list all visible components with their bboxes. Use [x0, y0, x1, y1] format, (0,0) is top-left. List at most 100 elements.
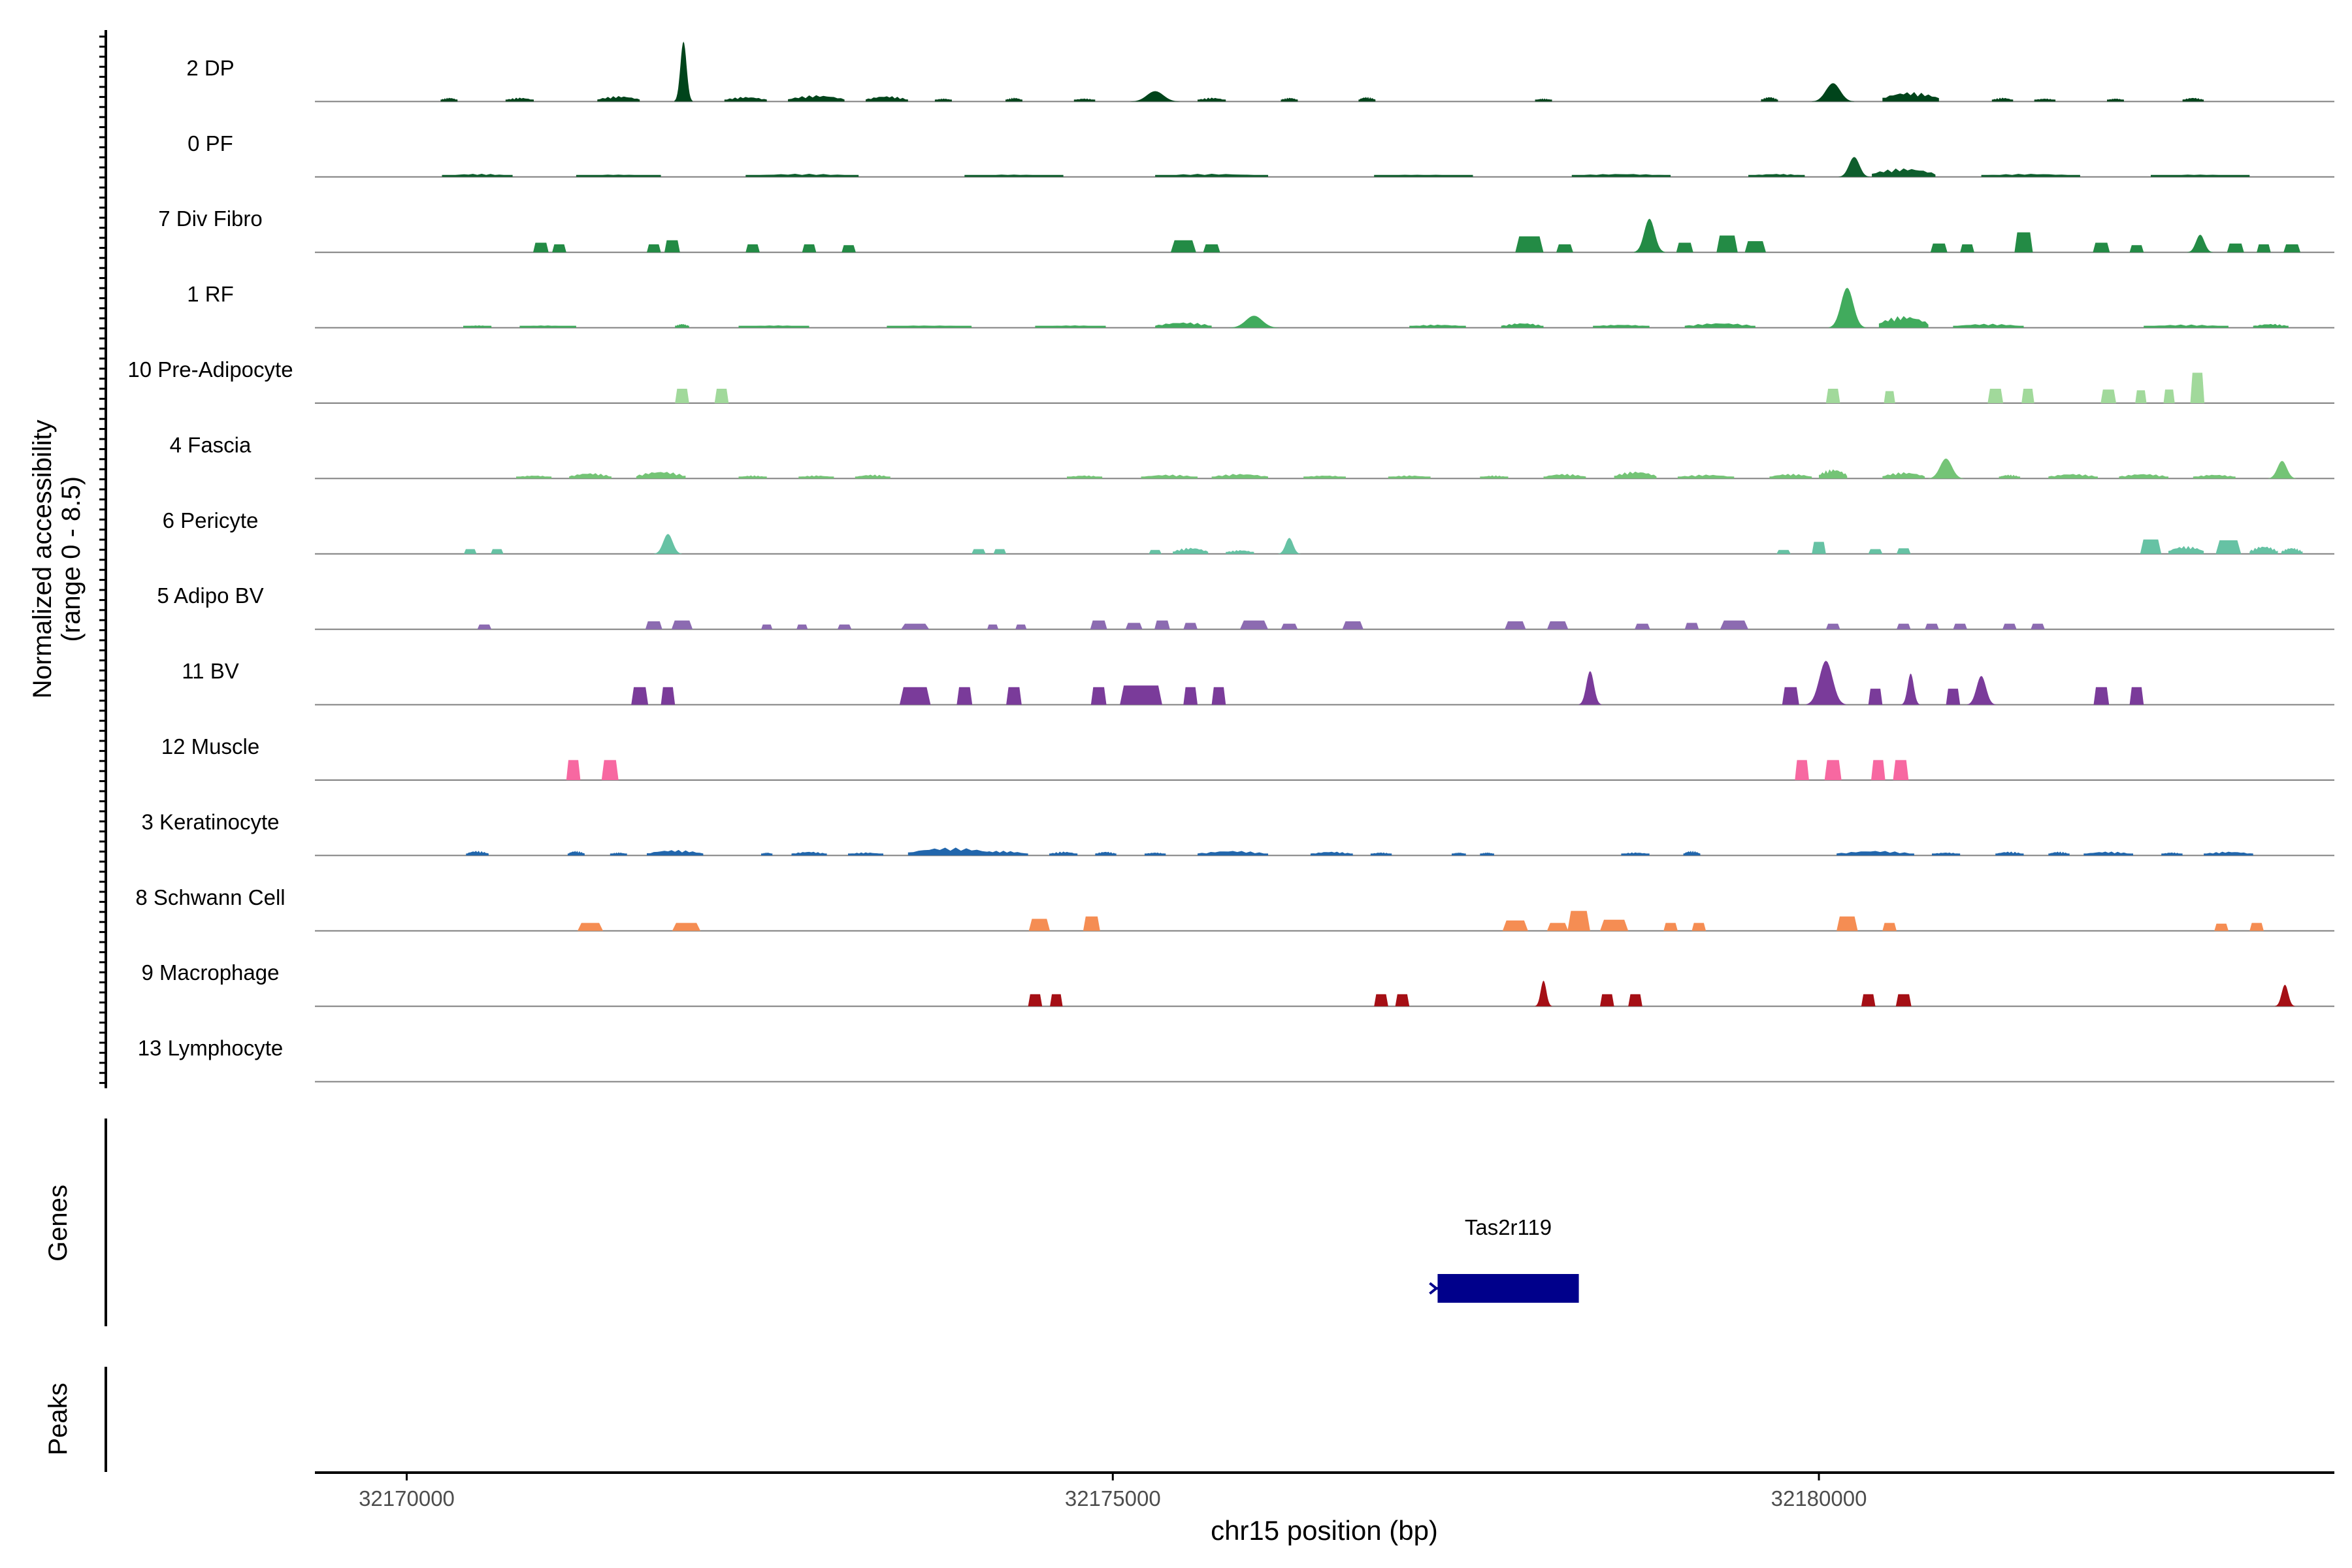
track-13-lymphocyte: 13 Lymphocyte — [138, 1036, 2334, 1083]
coverage-peak — [1837, 851, 1914, 856]
track-label: 12 Muscle — [161, 734, 259, 759]
genes-label: Genes — [44, 1184, 73, 1262]
y-axis-label-range: (range 0 - 8.5) — [57, 476, 86, 642]
coverage-peak — [2048, 474, 2098, 479]
track-label: 3 Keratinocyte — [142, 809, 280, 834]
coverage-peak — [738, 325, 809, 328]
track-2-dp: 2 DP — [186, 41, 2334, 103]
track-label: 5 Adipo BV — [157, 583, 263, 608]
peaks-panel: Peaks — [44, 1367, 107, 1472]
coverage-peak — [1310, 851, 1353, 856]
coverage-peak — [2204, 851, 2253, 856]
coverage-peak — [2100, 389, 2116, 403]
track-label: 0 PF — [188, 131, 233, 155]
coverage-peak — [1946, 689, 1961, 705]
coverage-peak — [1825, 623, 1840, 630]
coverage-peak — [1593, 325, 1650, 328]
coverage-peak — [1893, 760, 1909, 780]
coverage-peak — [972, 549, 986, 554]
coverage-peak — [1203, 244, 1220, 253]
track-6-pericyte: 6 Pericyte — [163, 508, 2334, 555]
coverage-peak — [2283, 244, 2301, 253]
coverage-peak — [1229, 316, 1279, 328]
coverage-peak — [1388, 475, 1431, 479]
coverage-peak — [848, 852, 883, 856]
coverage-peak — [798, 475, 834, 479]
coverage-peak — [647, 849, 704, 856]
coverage-peak — [1578, 671, 1602, 705]
coverage-peak — [1015, 624, 1027, 630]
coverage-peak — [1374, 994, 1388, 1007]
coverage-peak — [1125, 623, 1143, 630]
x-tick-label: 32180000 — [1771, 1486, 1867, 1511]
coverage-peak — [1663, 923, 1678, 931]
coverage-peak — [1358, 97, 1376, 102]
coverage-peak — [887, 325, 972, 328]
coverage-peak — [2129, 687, 2144, 705]
coverage-peak — [2257, 244, 2271, 253]
coverage-peak — [901, 623, 930, 630]
coverage-peak — [1149, 549, 1162, 554]
coverage-peak — [1884, 391, 1895, 403]
coverage-peak — [1633, 218, 1665, 253]
coverage-peak — [1183, 623, 1198, 630]
coverage-peak — [1614, 471, 1657, 479]
coverage-peak — [841, 245, 856, 253]
coverage-peak — [2119, 474, 2168, 479]
coverage-peak — [1930, 243, 1948, 253]
coverage-peak — [1006, 687, 1022, 705]
coverage-peak — [2083, 851, 2133, 856]
coverage-peak — [671, 620, 693, 630]
track-8-schwann-cell: 8 Schwann Cell — [135, 885, 2334, 932]
coverage-peak — [601, 760, 619, 780]
track-10-pre-adipocyte: 10 Pre-Adipocyte — [127, 357, 2334, 404]
coverage-peak — [1144, 852, 1166, 856]
x-tick-label: 32175000 — [1065, 1486, 1161, 1511]
coverage-peak — [1028, 994, 1043, 1007]
coverage-peak — [1901, 673, 1920, 705]
coverage-peak — [1829, 287, 1866, 328]
coverage-peak — [653, 534, 682, 554]
coverage-peak — [2093, 687, 2110, 705]
coverage-peak — [2093, 242, 2110, 253]
coverage-peak — [1621, 852, 1650, 856]
coverage-peak — [1825, 389, 1840, 403]
coverage-peak — [1505, 621, 1526, 630]
coverage-peak — [578, 923, 603, 931]
coverage-peak — [791, 851, 827, 856]
gene-label: Tas2r119 — [1465, 1215, 1552, 1239]
coverage-peak — [2107, 99, 2124, 102]
coverage-peak — [1050, 994, 1063, 1007]
coverage-peak — [1861, 994, 1876, 1007]
track-4-fascia: 4 Fascia — [170, 433, 2334, 480]
coverage-peak — [1676, 242, 1693, 253]
track-label: 13 Lymphocyte — [138, 1036, 284, 1060]
coverage-peak — [675, 324, 689, 328]
coverage-peak — [1303, 476, 1346, 479]
coverage-peak — [1090, 620, 1107, 630]
coverage-peak — [1776, 549, 1791, 554]
coverage-peak — [1812, 542, 1826, 554]
track-9-macrophage: 9 Macrophage — [142, 960, 2334, 1007]
coverage-peak — [1502, 920, 1528, 931]
coverage-peak — [567, 851, 585, 856]
coverage-peak — [1535, 98, 1552, 102]
coverage-peak — [1683, 851, 1701, 856]
coverage-peak — [2253, 323, 2289, 328]
coverage-peak — [519, 325, 576, 328]
coverage-peak — [1871, 760, 1886, 780]
coverage-peak — [1546, 923, 1569, 931]
coverage-peak — [1795, 760, 1809, 780]
track-label: 4 Fascia — [170, 433, 252, 457]
track-1-rf: 1 RF — [187, 282, 2334, 329]
track-label: 9 Macrophage — [142, 960, 280, 985]
coverage-peak — [1895, 994, 1912, 1007]
coverage-peak — [1838, 157, 1870, 177]
coverage-peak — [647, 244, 661, 253]
coverage-peak — [1677, 474, 1735, 479]
coverage-peak — [1571, 174, 1671, 177]
coverage-peak — [934, 98, 952, 102]
coverage-peak — [2190, 372, 2205, 403]
coverage-peak — [2214, 923, 2229, 931]
coverage-tracks: 2 DP 0 PF 7 Div Fibro 1 RF 10 Pre-Adipocyte 4… — [127, 41, 2334, 1083]
